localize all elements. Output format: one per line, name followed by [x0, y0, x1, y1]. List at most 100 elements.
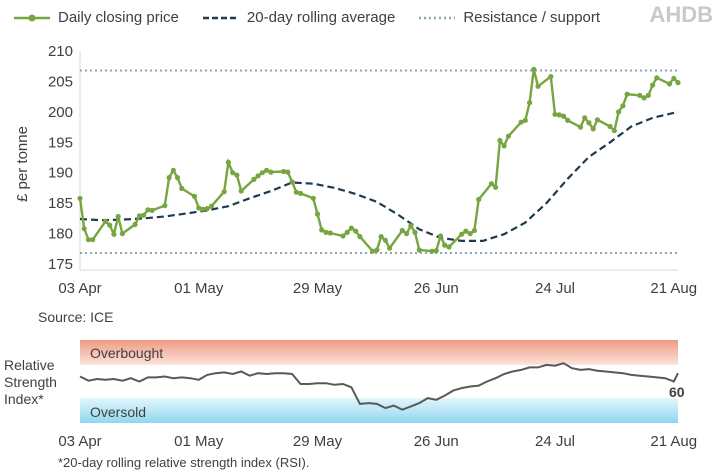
price-point — [611, 128, 618, 134]
price-point — [671, 75, 677, 81]
resistance-support-lines — [80, 69, 678, 255]
rsi-x-tick-label: 29 May — [293, 433, 343, 450]
price-point — [77, 195, 83, 201]
price-point — [90, 237, 96, 243]
legend-levels-swatch — [419, 16, 456, 19]
price-point — [259, 170, 265, 176]
price-point — [251, 176, 257, 182]
legend-average-label: 20-day rolling average — [246, 9, 396, 26]
price-point — [616, 109, 622, 115]
price-point — [314, 211, 321, 217]
price-point — [459, 231, 465, 237]
price-point — [493, 184, 499, 190]
price-point — [234, 172, 240, 178]
price-point — [476, 196, 482, 203]
price-point — [442, 242, 448, 248]
price-point — [132, 221, 138, 227]
overbought-label: Overbought — [90, 345, 164, 361]
price-point — [463, 228, 469, 234]
price-point — [264, 167, 270, 173]
price-x-tick-label: 26 Jun — [414, 280, 459, 297]
price-point — [501, 143, 507, 149]
price-point — [552, 111, 558, 117]
price-point — [399, 227, 405, 234]
price-y-ticks: 175 180 185 190 195 200 205 210 — [48, 43, 73, 273]
rsi-label-line: Strength — [4, 374, 57, 390]
price-point — [268, 169, 274, 175]
price-point — [200, 206, 206, 212]
price-point — [115, 213, 121, 220]
price-x-tick-label: 01 May — [174, 280, 224, 297]
price-point — [429, 248, 435, 254]
price-point — [255, 173, 261, 179]
oversold-band — [80, 398, 678, 423]
price-point — [225, 159, 231, 165]
price-series-line — [78, 69, 679, 253]
price-point — [624, 91, 630, 97]
price-y-tick-label: 210 — [48, 43, 73, 60]
price-point — [196, 205, 202, 211]
price-point — [238, 188, 244, 194]
price-y-axis-label: £ per tonne — [14, 126, 31, 202]
price-point — [141, 212, 147, 218]
price-point — [230, 170, 236, 176]
price-point — [107, 222, 113, 228]
price-point — [378, 234, 384, 240]
price-point — [353, 228, 359, 234]
price-point — [310, 195, 316, 201]
price-point — [323, 229, 329, 235]
rsi-x-tick-label: 01 May — [174, 433, 224, 450]
price-x-tick-label: 03 Apr — [58, 280, 101, 297]
price-point — [191, 193, 198, 199]
price-point — [357, 234, 363, 240]
price-point — [675, 80, 681, 86]
rsi-series-line — [79, 362, 679, 411]
price-point — [505, 133, 511, 139]
rsi-x-tick-label: 21 Aug — [650, 433, 697, 450]
price-panel: 175 180 185 190 195 200 205 210 £ per tonne 03 … — [14, 43, 697, 297]
legend-average-swatch — [202, 16, 239, 19]
price-point — [297, 190, 304, 196]
rsi-x-tick-label: 26 Jun — [414, 433, 459, 450]
price-point — [285, 169, 291, 175]
overbought-band — [80, 340, 678, 365]
price-point — [374, 247, 380, 253]
price-point — [471, 227, 477, 234]
price-point — [548, 74, 554, 80]
rsi-panel: 03 Apr 01 May 29 May 26 Jun 24 Jul 21 Aug — [58, 340, 697, 450]
price-point — [85, 237, 92, 243]
legend-price-label: Daily closing price — [58, 9, 179, 26]
price-point — [518, 119, 524, 125]
legend-price-swatch — [14, 14, 50, 21]
price-point — [81, 226, 87, 232]
price-point — [437, 233, 444, 239]
chart-legend: Daily closing price 20-day rolling avera… — [12, 9, 622, 26]
price-point — [535, 83, 541, 89]
price-y-tick-label: 185 — [48, 195, 73, 212]
price-point — [348, 225, 354, 231]
price-y-tick-label: 190 — [48, 165, 73, 182]
price-point — [289, 179, 295, 185]
price-x-tick-label: 24 Jul — [535, 280, 575, 297]
price-point — [416, 247, 422, 253]
price-point — [645, 92, 651, 98]
price-point — [204, 206, 210, 212]
rsi-axis-label: Relative Strength Index* — [4, 357, 57, 408]
legend-item-average: 20-day rolling average — [201, 9, 395, 26]
price-point — [170, 167, 176, 173]
price-y-tick-label: 200 — [48, 104, 73, 121]
price-point — [319, 227, 325, 233]
price-point — [293, 189, 299, 195]
price-point — [344, 229, 350, 235]
price-point — [620, 103, 626, 109]
price-point — [145, 207, 151, 213]
price-point — [382, 237, 388, 243]
price-point — [590, 126, 596, 132]
price-point — [641, 95, 647, 101]
price-point — [340, 233, 346, 239]
price-point — [556, 112, 562, 118]
price-point — [208, 203, 215, 209]
price-point — [102, 218, 108, 224]
price-point — [136, 213, 142, 219]
price-series-points — [77, 66, 681, 254]
